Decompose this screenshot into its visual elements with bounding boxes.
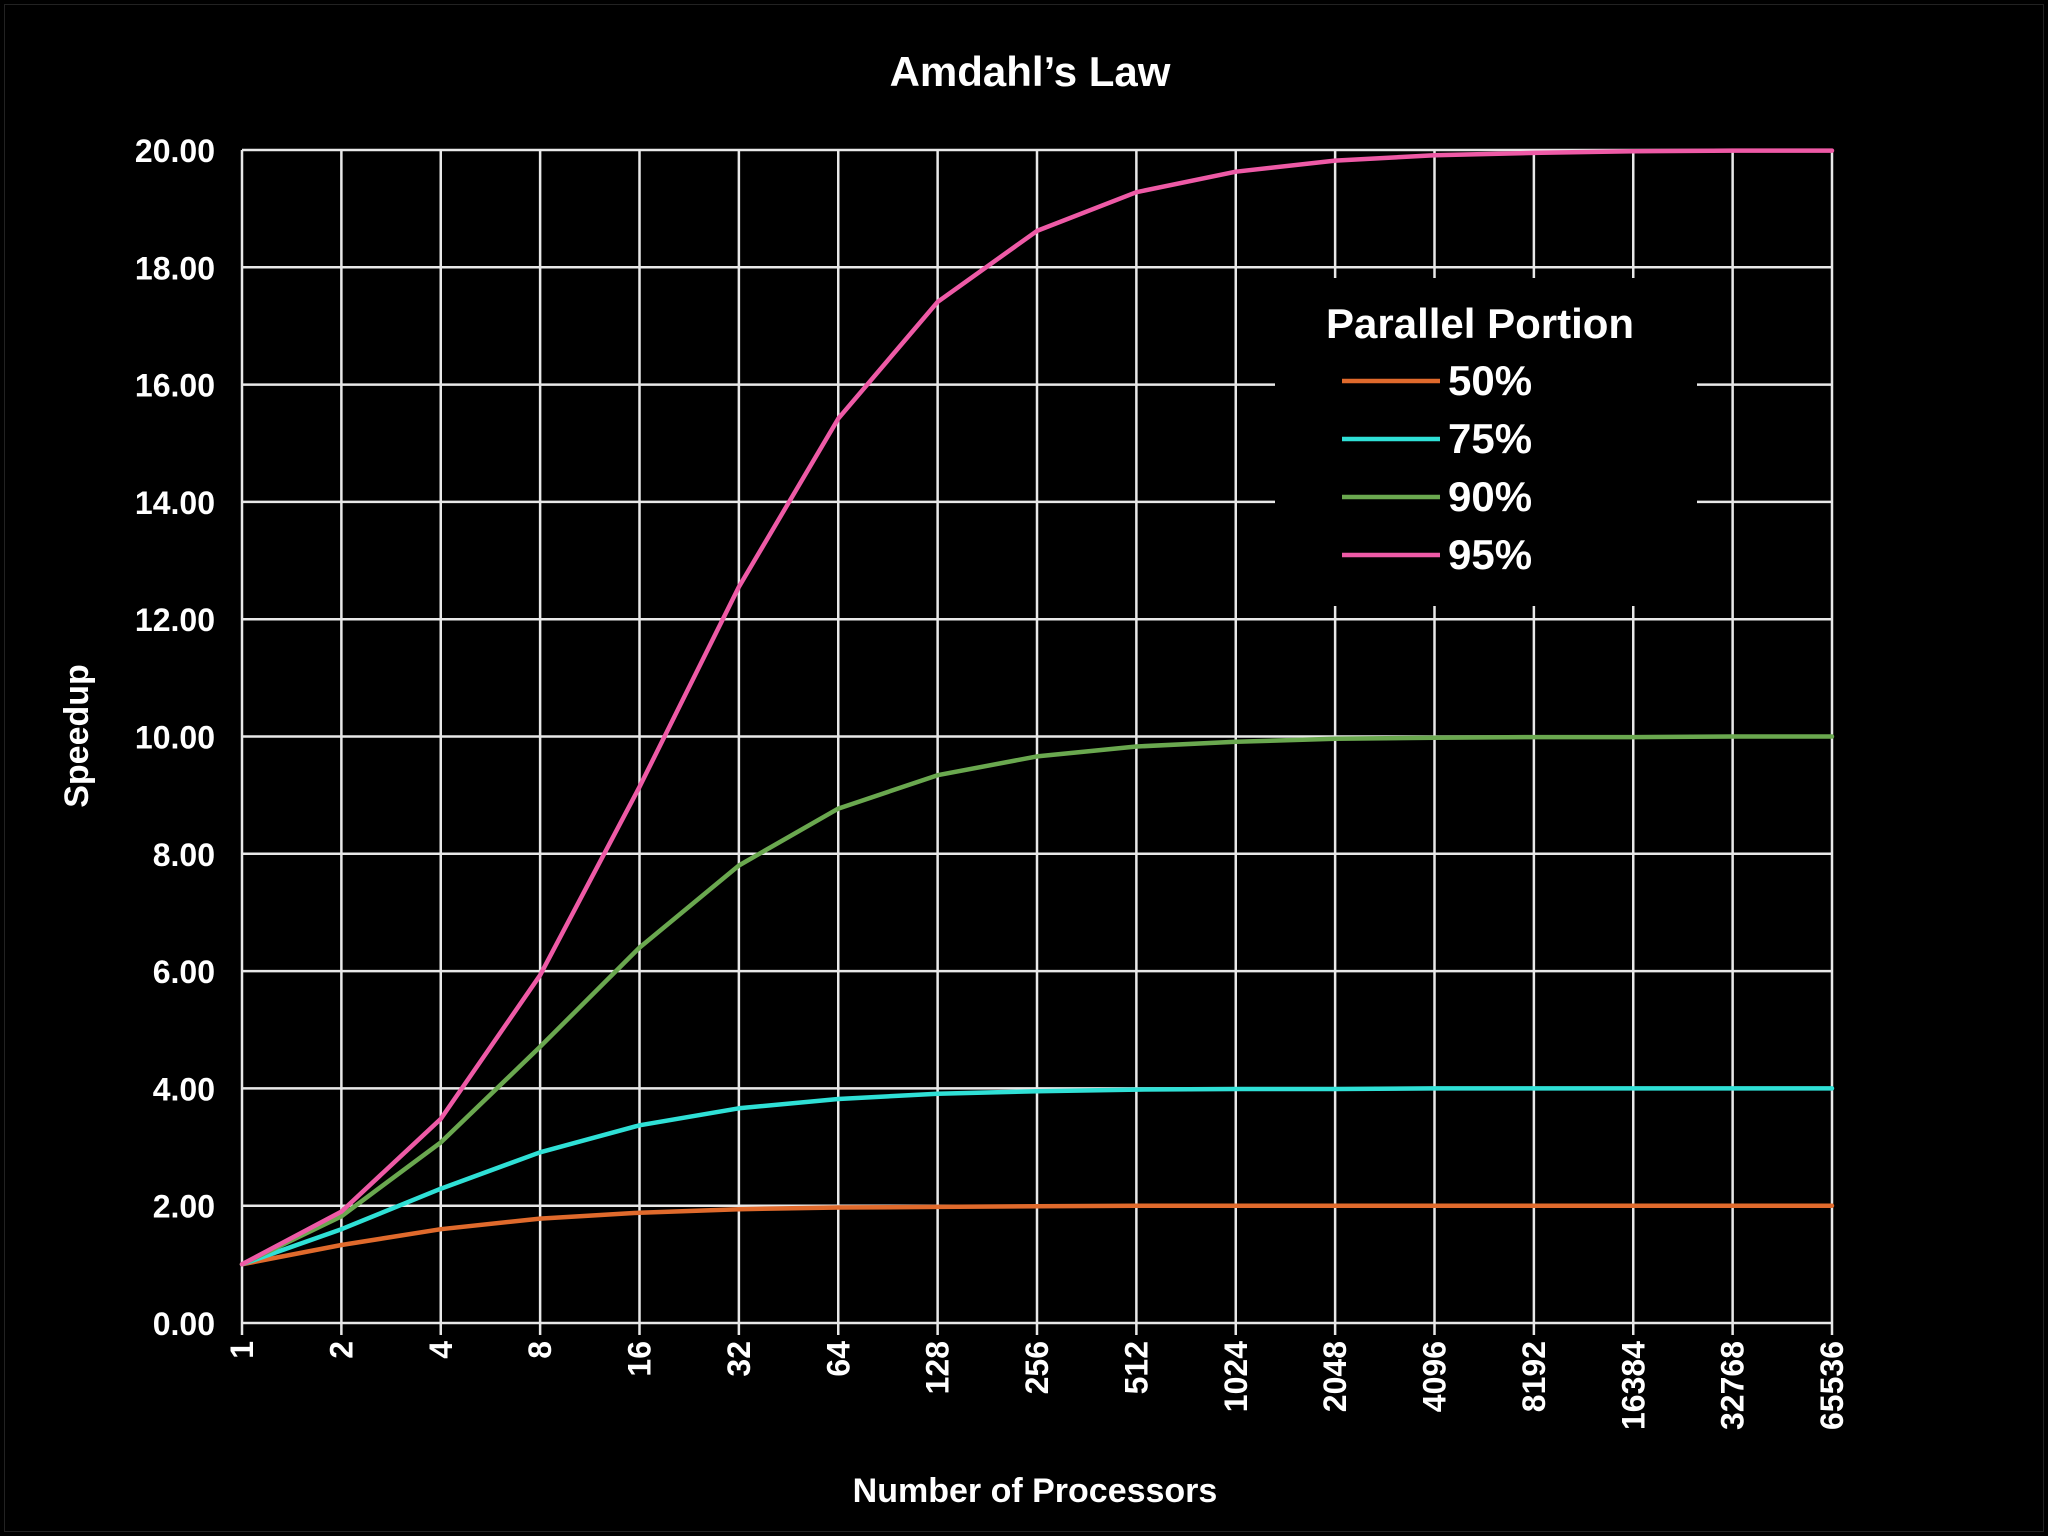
x-tick-label: 512 xyxy=(1118,1341,1154,1394)
x-tick-label: 32768 xyxy=(1715,1341,1751,1430)
x-axis-tick-labels: 1 2 4 8 16 32 64 128 256 512 1024 2048 4096 8192 16384… xyxy=(224,1341,1850,1430)
x-tick-label: 1024 xyxy=(1218,1341,1254,1412)
series-line-95pct xyxy=(239,148,1835,1267)
x-axis-label: Number of Processors xyxy=(853,1472,1218,1510)
x-tick-label: 32 xyxy=(721,1341,757,1377)
y-tick-label: 0.00 xyxy=(153,1306,215,1342)
legend-background xyxy=(1275,278,1697,606)
x-tick-label: 8192 xyxy=(1516,1341,1552,1412)
y-tick-label: 12.00 xyxy=(135,602,215,638)
y-axis-label: Speedup xyxy=(58,664,96,808)
series-line-75pct xyxy=(239,1086,1835,1267)
y-tick-label: 20.00 xyxy=(135,133,215,169)
legend-entry: 50% xyxy=(1448,357,1532,404)
y-tick-label: 14.00 xyxy=(135,485,215,521)
series-lines xyxy=(239,148,1835,1267)
series-line-90pct xyxy=(239,734,1835,1267)
y-tick-label: 2.00 xyxy=(153,1189,215,1225)
legend-entry: 75% xyxy=(1448,415,1532,462)
y-tick-label: 4.00 xyxy=(153,1071,215,1107)
x-tick-label: 4 xyxy=(423,1341,459,1359)
y-tick-label: 6.00 xyxy=(153,954,215,990)
x-tick-label: 16 xyxy=(622,1341,658,1377)
legend-title: Parallel Portion xyxy=(1326,300,1634,347)
y-tick-label: 16.00 xyxy=(135,368,215,404)
y-tick-label: 18.00 xyxy=(135,250,215,286)
x-tick-label: 1 xyxy=(224,1341,260,1359)
x-tick-label: 64 xyxy=(820,1341,856,1377)
x-tick-label: 4096 xyxy=(1417,1341,1453,1412)
y-tick-label: 8.00 xyxy=(153,837,215,873)
x-tick-label: 256 xyxy=(1019,1341,1055,1394)
y-axis-tick-labels: 0.00 2.00 4.00 6.00 8.00 10.00 12.00 14.00 16.00… xyxy=(135,133,215,1342)
x-tick-label: 65536 xyxy=(1814,1341,1850,1430)
y-tick-label: 10.00 xyxy=(135,720,215,756)
x-tick-label: 128 xyxy=(920,1341,956,1394)
chart-title: Amdahl’s Law xyxy=(890,48,1171,95)
x-tick-label: 16384 xyxy=(1615,1341,1651,1430)
legend-entry: 90% xyxy=(1448,473,1532,520)
legend-entry: 95% xyxy=(1448,531,1532,578)
x-tick-label: 2048 xyxy=(1317,1341,1353,1412)
legend: Parallel Portion 50% 75% 90% 95% xyxy=(1275,278,1697,606)
chart-frame xyxy=(4,4,2044,1532)
series-line-50pct xyxy=(239,1203,1835,1267)
x-tick-label: 2 xyxy=(323,1341,359,1359)
x-tick-label: 8 xyxy=(522,1341,558,1359)
